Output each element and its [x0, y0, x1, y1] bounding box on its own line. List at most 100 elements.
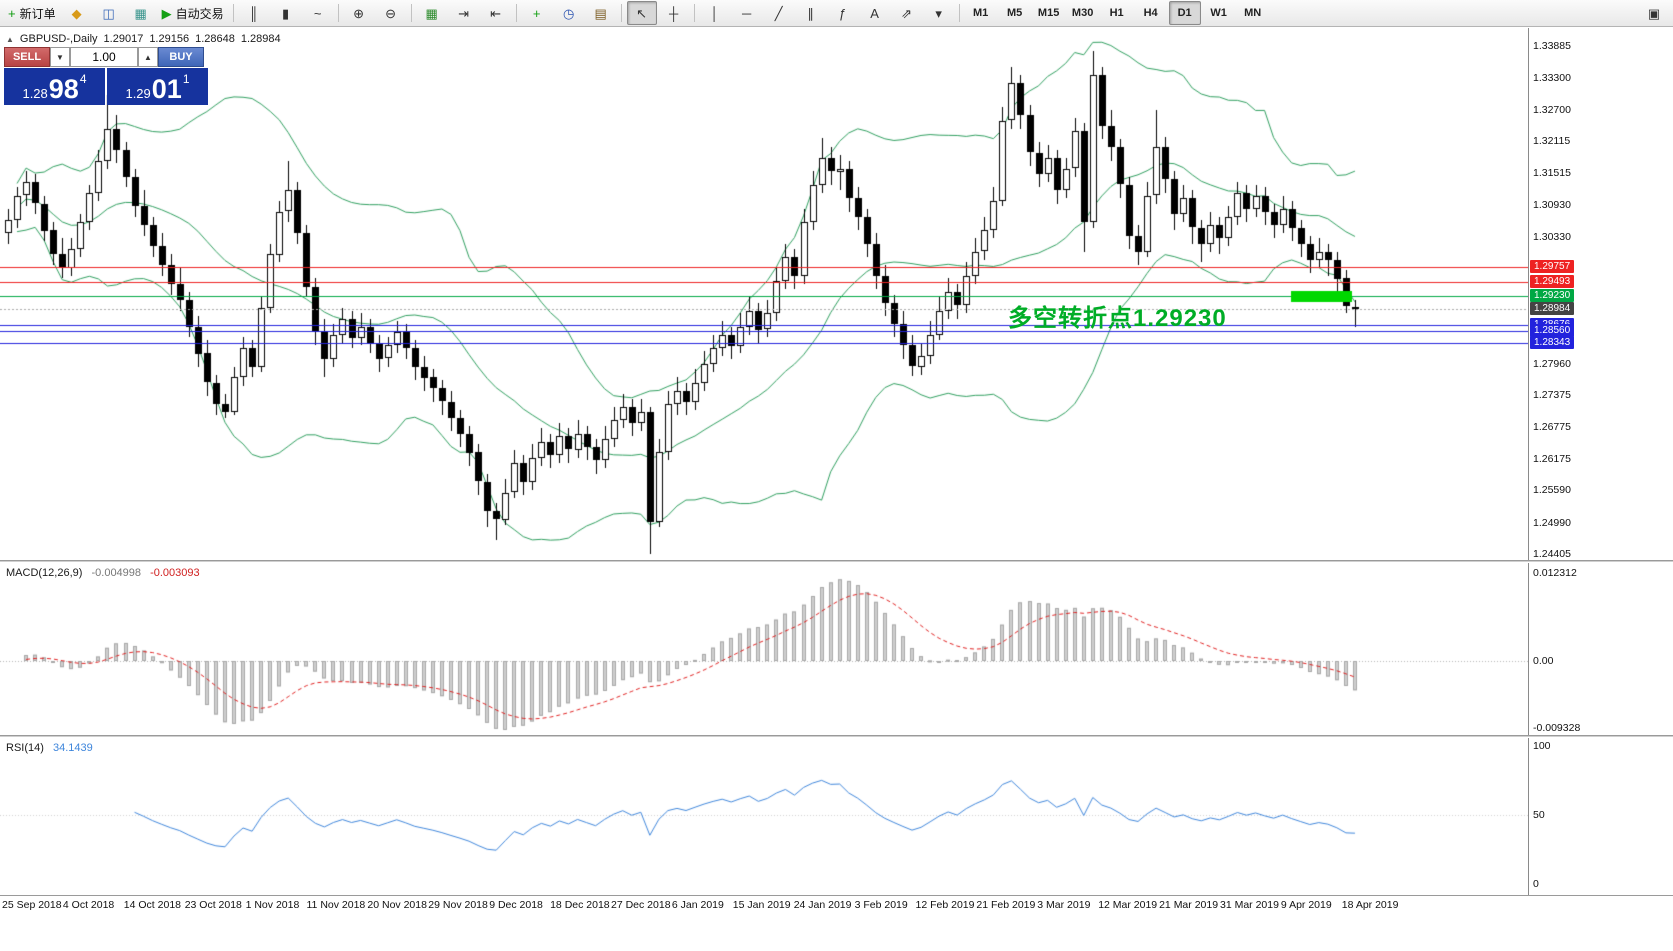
- vertical-line-icon[interactable]: │: [700, 1, 730, 25]
- volume-down-button[interactable]: ▼: [50, 47, 70, 67]
- candlestick-chart-canvas[interactable]: [0, 28, 1528, 560]
- indicators-icon[interactable]: +: [522, 1, 552, 25]
- sell-price-pip: 4: [79, 72, 87, 86]
- channel-icon: ∥: [807, 5, 814, 21]
- indicators-icon: +: [532, 5, 541, 21]
- toolbar-separator: [410, 4, 412, 22]
- buy-button[interactable]: BUY: [158, 47, 204, 67]
- volume-input[interactable]: [70, 47, 138, 67]
- rsi-axis: 100 50 0: [1528, 738, 1673, 895]
- price-tick-label: 1.32115: [1533, 135, 1571, 148]
- rsi-canvas[interactable]: [0, 738, 1528, 895]
- date-label: 29 Nov 2018: [428, 899, 488, 911]
- cursor-icon[interactable]: ↖: [626, 1, 657, 25]
- sell-price-big: 98: [48, 74, 79, 105]
- volume-up-button[interactable]: ▲: [138, 47, 158, 67]
- tile-windows-icon[interactable]: ▦: [417, 1, 447, 25]
- zoom-out-icon[interactable]: ⊖: [376, 1, 406, 25]
- rsi-tick-label: 0: [1533, 878, 1539, 890]
- new-chart-window-icon[interactable]: ▣: [1639, 1, 1669, 25]
- date-label: 15 Jan 2019: [732, 899, 791, 911]
- line-chart-icon[interactable]: ~: [303, 1, 333, 25]
- auto-scroll-icon[interactable]: ⇥: [449, 1, 479, 25]
- timeframe-m15-button[interactable]: M15: [1037, 7, 1060, 19]
- arrow-tools-icon: ⇗: [901, 5, 913, 21]
- toolbar-separator: [337, 4, 339, 22]
- templates-icon: ▤: [594, 5, 607, 21]
- date-label: 3 Feb 2019: [854, 899, 908, 911]
- text-icon[interactable]: A: [860, 1, 890, 25]
- price-axis[interactable]: 1.33885 1.33300 1.32700 1.32115 1.31515 1.309…: [1528, 28, 1673, 560]
- sell-button[interactable]: SELL: [4, 47, 50, 67]
- market-watch-icon[interactable]: ◆: [62, 1, 92, 25]
- cursor-icon: ↖: [636, 5, 648, 21]
- date-label: 18 Dec 2018: [550, 899, 610, 911]
- toolbar-separator: [693, 4, 695, 22]
- new-chart-window-icon: ▣: [1647, 5, 1661, 21]
- autotrading-button[interactable]: ▶ 自动交易: [158, 1, 228, 25]
- channel-icon[interactable]: ∥: [796, 1, 826, 25]
- ohlc-low: 1.28648: [195, 33, 235, 45]
- trendline-icon[interactable]: ╱: [764, 1, 794, 25]
- ohlc-close: 1.28984: [240, 33, 281, 45]
- price-tick-label: 1.26175: [1533, 453, 1571, 466]
- timeframe-d1-button[interactable]: D1: [1168, 1, 1201, 25]
- strategy-tester-icon[interactable]: ▦: [126, 1, 156, 25]
- price-tick-label: 1.26775: [1533, 421, 1571, 433]
- tools-dropdown-icon[interactable]: ▾: [924, 1, 954, 25]
- ohlc-open: 1.29017: [103, 33, 144, 45]
- new-order-icon-label: 新订单: [19, 6, 56, 21]
- templates-icon[interactable]: ▤: [586, 1, 616, 25]
- date-label: 25 Sep 2018: [2, 899, 62, 911]
- macd-signal-value: -0.003093: [150, 567, 200, 579]
- horizontal-line-icon[interactable]: ─: [732, 1, 762, 25]
- panel-separator[interactable]: [0, 560, 1673, 562]
- data-window-icon[interactable]: ◫: [94, 1, 124, 25]
- crosshair-icon[interactable]: ┼: [659, 1, 689, 25]
- toolbar-group-right: ▣: [1638, 1, 1670, 25]
- zoom-in-icon[interactable]: ⊕: [344, 1, 374, 25]
- price-tick-label: 1.25590: [1533, 484, 1571, 497]
- tools-dropdown-icon: ▾: [935, 5, 942, 21]
- timeframe-h4-button[interactable]: H4: [1143, 7, 1158, 19]
- arrow-tools-icon[interactable]: ⇗: [892, 1, 922, 25]
- bar-chart-icon[interactable]: ║: [239, 1, 269, 25]
- price-tick-label: 1.24990: [1533, 516, 1571, 529]
- timeframe-mn-button[interactable]: MN: [1244, 7, 1262, 19]
- buy-price-button[interactable]: 1.29 01 1: [107, 68, 208, 105]
- macd-axis: 0.012312 0.00 -0.009328: [1528, 563, 1673, 735]
- macd-tick-label: -0.009328: [1533, 721, 1581, 734]
- candlestick-chart-icon[interactable]: ▮: [271, 1, 301, 25]
- date-label: 20 Nov 2018: [367, 899, 427, 911]
- macd-canvas[interactable]: [0, 563, 1528, 735]
- timeframe-h1-button[interactable]: H1: [1109, 7, 1124, 19]
- date-label: 14 Oct 2018: [123, 899, 182, 911]
- macd-tick-label: 0.00: [1533, 655, 1554, 667]
- date-label: 18 Apr 2019: [1341, 899, 1399, 911]
- rsi-title: RSI(14) 34.1439: [6, 742, 93, 754]
- timeframe-m5-button[interactable]: M5: [1006, 7, 1023, 19]
- timeframe-m30-button[interactable]: M30: [1071, 7, 1094, 19]
- periods-icon[interactable]: ◷: [554, 1, 584, 25]
- date-label: 24 Jan 2019: [793, 899, 852, 911]
- time-axis[interactable]: 25 Sep 2018 4 Oct 2018 14 Oct 2018 23 Oct 2…: [0, 896, 1673, 918]
- rsi-tick-label: 50: [1533, 809, 1545, 821]
- one-click-collapse-icon[interactable]: ▲: [6, 34, 14, 44]
- timeframe-m1-button[interactable]: M1: [972, 7, 989, 19]
- sell-price-button[interactable]: 1.28 98 4: [4, 68, 105, 105]
- price-tick-label: 1.27960: [1533, 357, 1571, 370]
- timeframe-w1-button[interactable]: W1: [1210, 7, 1227, 19]
- price-level-marker: 1.28560: [1530, 324, 1575, 338]
- price-tick-label: 1.30330: [1533, 230, 1571, 243]
- macd-name: MACD(12,26,9): [6, 567, 83, 579]
- new-order-button[interactable]: + 新订单: [4, 1, 60, 25]
- panel-separator[interactable]: [0, 735, 1673, 737]
- new-order-icon: +: [8, 5, 16, 21]
- chart-shift-icon[interactable]: ⇤: [481, 1, 511, 25]
- price-tick-label: 1.30930: [1533, 198, 1571, 211]
- fibonacci-icon[interactable]: ƒ: [828, 1, 858, 25]
- date-label: 6 Jan 2019: [671, 899, 724, 911]
- horizontal-line-icon: ─: [742, 5, 752, 21]
- chart-annotation-text[interactable]: 多空转折点1.29230: [1008, 305, 1227, 332]
